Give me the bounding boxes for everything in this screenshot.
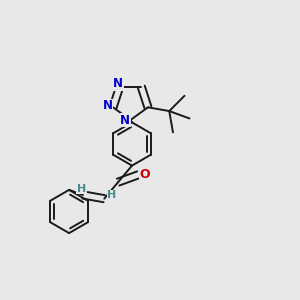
Text: N: N xyxy=(113,77,123,90)
Text: N: N xyxy=(103,99,112,112)
Text: O: O xyxy=(140,168,150,181)
Text: H: H xyxy=(77,184,86,194)
Text: H: H xyxy=(107,190,116,200)
Text: N: N xyxy=(120,113,130,127)
